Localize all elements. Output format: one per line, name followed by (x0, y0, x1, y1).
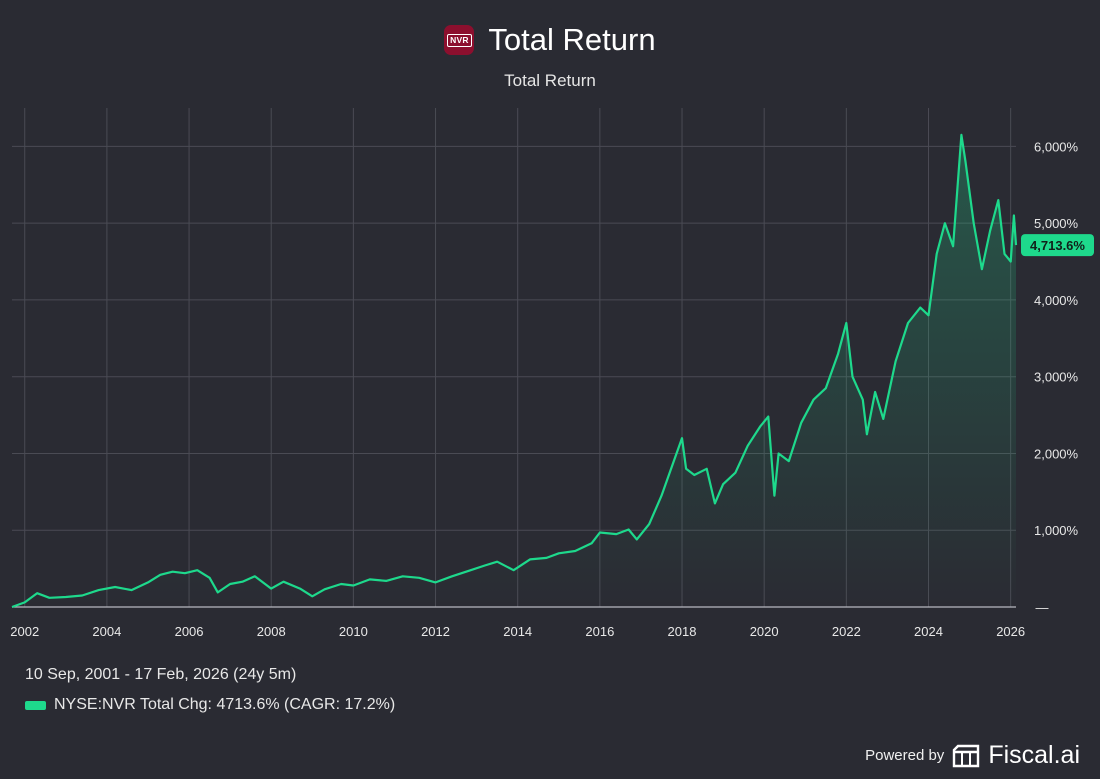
legend-label: NYSE:NVR Total Chg: 4713.6% (CAGR: 17.2%… (54, 696, 396, 713)
powered-by[interactable]: Powered by Fiscal.ai (865, 741, 1080, 770)
legend-swatch (25, 700, 46, 710)
y-tick-label: — (1036, 600, 1049, 615)
y-tick-label: 3,000% (1034, 370, 1079, 385)
y-tick-label: 6,000% (1034, 139, 1079, 154)
title-row: NVR Total Return (444, 22, 656, 58)
x-tick-label: 2026 (996, 624, 1025, 639)
chart-header: NVR Total Return (0, 22, 1100, 58)
y-tick-label: 1,000% (1034, 523, 1079, 538)
legend[interactable]: NYSE:NVR Total Chg: 4713.6% (CAGR: 17.2%… (25, 696, 395, 714)
fiscal-logo-icon (953, 744, 980, 767)
x-tick-label: 2022 (832, 624, 861, 639)
x-tick-label: 2008 (257, 624, 286, 639)
brand-name: Fiscal.ai (988, 741, 1080, 769)
y-tick-label: 5,000% (1034, 216, 1079, 231)
y-axis-labels: — 1,000% 2,000% 3,000% 4,000% 5,000% 6,000% (1034, 139, 1079, 615)
series-line[interactable] (11, 133, 1018, 609)
x-tick-label: 2014 (503, 624, 532, 639)
last-value-layer: 4,713.6% (1021, 234, 1094, 257)
nvr-logo: NVR (444, 25, 475, 55)
x-tick-label: 2010 (339, 624, 368, 639)
x-tick-label: 2020 (750, 624, 779, 639)
y-tick-label: 4,000% (1034, 293, 1079, 308)
chart-subtitle: Total Return (504, 71, 596, 90)
x-tick-label: 2004 (92, 624, 121, 639)
x-tick-label: 2002 (10, 624, 39, 639)
line-layer (11, 133, 1018, 609)
x-tick-label: 2012 (421, 624, 450, 639)
y-tick-label: 2,000% (1034, 446, 1079, 461)
x-tick-label: 2018 (668, 624, 697, 639)
powered-by-label: Powered by (865, 747, 945, 764)
last-value-label: 4,713.6% (1030, 238, 1085, 253)
date-range: 10 Sep, 2001 - 17 Feb, 2026 (24y 5m) (25, 666, 297, 683)
series-area-fill (12, 134, 1016, 607)
x-axis-labels: 2002 2004 2006 2008 2010 2012 2014 2016 2018 2020… (10, 624, 1025, 639)
x-tick-label: 2016 (585, 624, 614, 639)
area-layer (12, 134, 1016, 607)
x-tick-label: 2024 (914, 624, 943, 639)
last-value-badge (1021, 234, 1094, 257)
page-title: Total Return (488, 22, 656, 57)
x-tick-label: 2006 (175, 624, 204, 639)
nvr-logo-text: NVR (447, 33, 472, 47)
